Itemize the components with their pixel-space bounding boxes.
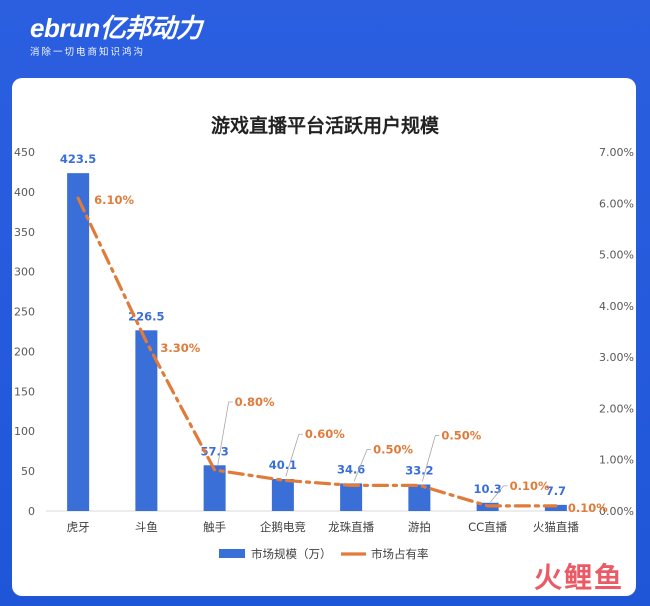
chart-card — [12, 78, 636, 596]
y-right-tick-label: 0.00% — [599, 505, 634, 518]
x-tick-label: 火猫直播 — [533, 520, 579, 534]
bar-data-label: 10.3 — [473, 482, 501, 496]
y-left-tick-label: 250 — [14, 306, 35, 319]
y-left-tick-label: 200 — [14, 345, 35, 358]
y-left-tick-label: 0 — [28, 505, 35, 518]
share-line — [76, 196, 558, 508]
bar — [408, 484, 431, 511]
bar — [271, 479, 294, 511]
line-data-label: 0.60% — [305, 427, 345, 441]
brand-logo: ebrun亿邦动力 — [30, 13, 202, 43]
legend-bar-label: 市场规模（万） — [251, 547, 332, 561]
bar — [135, 330, 158, 511]
y-left-tick-label: 450 — [14, 146, 35, 159]
line-data-label: 0.10% — [568, 501, 608, 515]
y-right-tick-label: 3.00% — [599, 351, 634, 364]
y-left-tick-label: 50 — [21, 465, 35, 478]
line-data-label: 6.10% — [94, 193, 134, 207]
y-left-tick-label: 400 — [14, 186, 35, 199]
line-data-label: 3.30% — [160, 341, 200, 355]
x-tick-label: 企鹅电竞 — [260, 520, 306, 534]
watermark-logo: 火鲤鱼 — [533, 561, 624, 594]
line-data-label: 0.10% — [510, 479, 550, 493]
x-tick-label: 龙珠直播 — [328, 520, 374, 534]
y-right-tick-label: 7.00% — [599, 146, 634, 159]
bar-data-label: 40.1 — [269, 458, 297, 472]
chart-title: 游戏直播平台活跃用户规模 — [211, 114, 440, 137]
y-right-tick-label: 6.00% — [599, 197, 634, 210]
data-label-leader — [217, 401, 233, 467]
y-right-tick-label: 4.00% — [599, 300, 634, 313]
bar — [544, 504, 567, 511]
y-right-tick-label: 2.00% — [599, 402, 634, 415]
y-left-tick-label: 150 — [14, 385, 35, 398]
bar — [203, 465, 226, 511]
brand-header: ebrun亿邦动力 消除一切电商知识鸿沟 — [30, 14, 202, 58]
y-left-tick-label: 300 — [14, 266, 35, 279]
legend-line-label: 市场占有率 — [371, 547, 429, 561]
line-data-label: 0.50% — [373, 442, 413, 456]
y-right-tick-label: 1.00% — [599, 454, 634, 467]
data-label-leader — [490, 485, 508, 503]
data-label-leader — [421, 434, 440, 482]
data-label-leader — [353, 448, 372, 482]
y-left-tick-label: 350 — [14, 226, 35, 239]
bar-data-label: 57.3 — [200, 444, 228, 458]
y-left-tick-label: 100 — [14, 425, 35, 438]
legend-bar-swatch — [219, 549, 245, 558]
x-tick-label: CC直播 — [468, 520, 508, 534]
bar — [340, 483, 363, 511]
brand-tagline: 消除一切电商知识鸿沟 — [30, 47, 146, 58]
y-right-tick-label: 5.00% — [599, 249, 634, 262]
data-label-leader — [285, 433, 303, 477]
x-tick-label: 游拍 — [408, 520, 431, 534]
bar-data-label: 7.7 — [546, 484, 566, 498]
line-data-label: 0.50% — [441, 428, 481, 442]
x-tick-label: 虎牙 — [67, 520, 90, 534]
x-tick-label: 触手 — [203, 520, 226, 534]
line-data-label: 0.80% — [235, 395, 275, 409]
bar-data-label: 33.2 — [405, 464, 433, 478]
bar-data-label: 423.5 — [60, 152, 96, 166]
bar — [67, 173, 90, 511]
bar-data-label: 34.6 — [337, 462, 365, 476]
x-tick-label: 斗鱼 — [135, 520, 158, 534]
